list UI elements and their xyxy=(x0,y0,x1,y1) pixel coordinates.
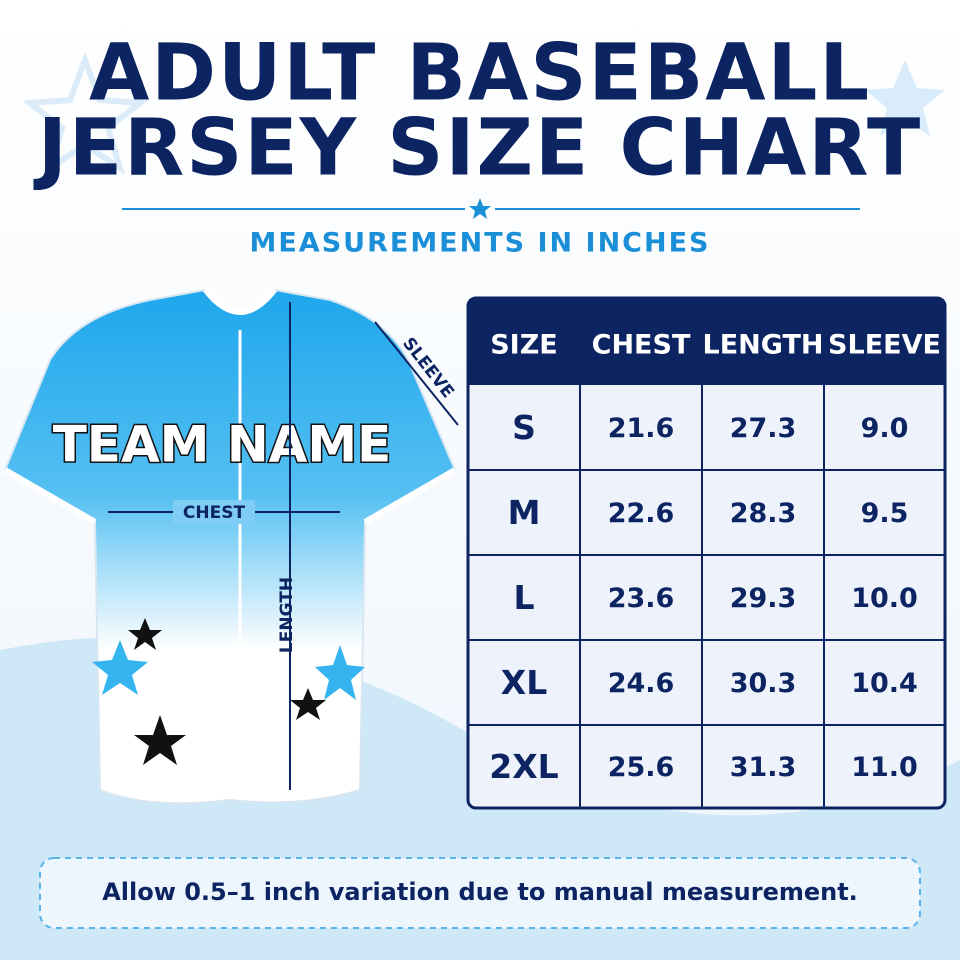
measurement-cell: 27.3 xyxy=(730,413,797,444)
decor-star xyxy=(865,60,945,136)
decor-star xyxy=(134,715,186,765)
chest-label: CHEST xyxy=(183,503,246,523)
title-line: JERSEY SIZE CHART xyxy=(33,103,922,193)
decor-star xyxy=(22,51,148,176)
title-line: ADULT BASEBALL xyxy=(89,28,871,118)
length-label: LENGTH xyxy=(277,577,297,653)
note-box xyxy=(39,857,921,929)
measurement-cell: 10.4 xyxy=(851,668,918,699)
column-header: CHEST xyxy=(592,330,691,361)
column-header: SLEEVE xyxy=(828,330,941,361)
decor-star xyxy=(290,688,326,720)
measurement-cell: 24.6 xyxy=(608,668,675,699)
measurement-cell: 21.6 xyxy=(608,413,675,444)
size-cell: XL xyxy=(501,663,547,702)
cuff xyxy=(3,467,97,525)
measurement-cell: 23.6 xyxy=(608,583,675,614)
subtitle: MEASUREMENTS IN INCHES xyxy=(250,228,711,259)
decor-star xyxy=(92,640,148,695)
size-table: SIZE CHEST LENGTH SLEEVE S 21.6 27.3 9.0 M 22.6 28… xyxy=(466,296,947,810)
size-cell: L xyxy=(513,578,534,617)
cuff xyxy=(363,467,457,525)
size-cell: M xyxy=(508,493,541,532)
size-cell: S xyxy=(512,408,536,447)
measurement-cell: 9.5 xyxy=(861,498,909,529)
measurement-cell: 11.0 xyxy=(851,752,918,783)
measurement-cell: 25.6 xyxy=(608,752,675,783)
measurement-cell: 28.3 xyxy=(730,498,797,529)
column-header: LENGTH xyxy=(703,330,824,361)
team-name: TEAM NAME xyxy=(53,416,392,474)
column-header: SIZE xyxy=(490,330,558,361)
label-bg xyxy=(173,500,255,524)
measurement-cell: 10.0 xyxy=(851,583,918,614)
footer-note: Allow 0.5–1 inch variation due to manual… xyxy=(102,878,858,906)
measurement-cell: 31.3 xyxy=(730,752,797,783)
sleeve-arrow xyxy=(374,321,459,426)
table-header-bg xyxy=(468,298,945,385)
decor-star xyxy=(128,618,162,650)
decor-star xyxy=(315,645,365,700)
jersey: TEAM NAME xyxy=(3,288,457,805)
measurement-cell: 22.6 xyxy=(608,498,675,529)
size-cell: 2XL xyxy=(489,747,558,786)
collar xyxy=(203,288,277,315)
measurement-cell: 30.3 xyxy=(730,668,797,699)
measurement-cell: 29.3 xyxy=(730,583,797,614)
divider-star xyxy=(469,198,491,219)
measurement-cell: 9.0 xyxy=(861,413,909,444)
